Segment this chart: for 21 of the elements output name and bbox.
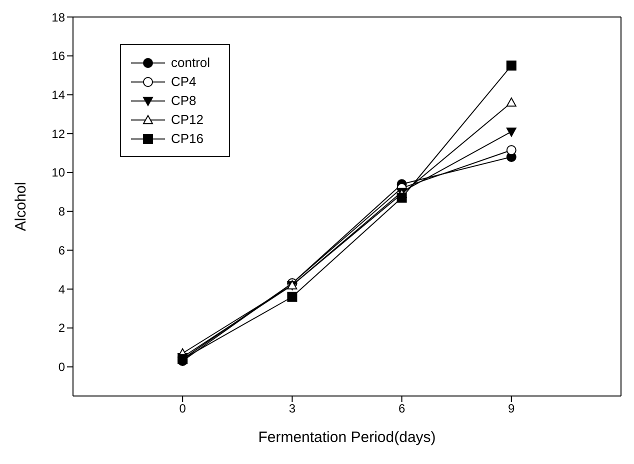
y-tick-label: 8 — [58, 204, 66, 219]
x-tick-label: 3 — [288, 402, 296, 416]
y-tick-label: 6 — [58, 243, 66, 258]
y-tick-label: 10 — [52, 166, 66, 180]
x-tick-label: 9 — [508, 402, 516, 416]
y-tick-label: 2 — [58, 321, 66, 336]
legend-label: control — [171, 55, 210, 70]
y-tick-label: 18 — [52, 10, 66, 24]
legend-label: CP16 — [171, 131, 204, 146]
legend-label: CP8 — [171, 93, 196, 108]
y-tick-label: 12 — [52, 126, 66, 141]
y-tick-label: 0 — [58, 360, 66, 374]
legend-label: CP12 — [171, 112, 204, 127]
x-tick-label: 6 — [398, 402, 406, 416]
y-tick-label: 4 — [58, 282, 66, 296]
y-axis-title: Alcohol — [12, 182, 30, 232]
y-tick-label: 16 — [52, 49, 66, 64]
x-tick-label: 0 — [179, 402, 186, 416]
x-axis-title: Fermentation Period(days) — [258, 429, 436, 446]
legend-label: CP4 — [171, 74, 196, 89]
y-tick-label: 14 — [52, 88, 66, 102]
